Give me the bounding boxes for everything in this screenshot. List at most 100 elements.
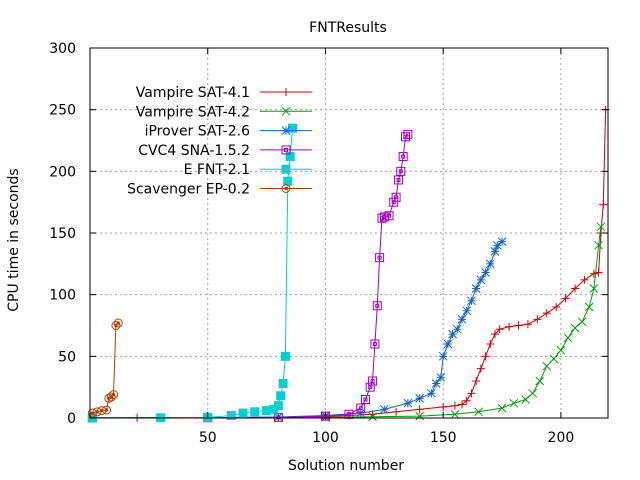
series-4 <box>87 129 413 423</box>
legend-item: E FNT-2.1 <box>184 162 312 178</box>
data-point <box>552 303 561 311</box>
data-point <box>391 192 401 202</box>
data-point <box>462 396 471 405</box>
data-point <box>556 345 566 355</box>
data-point <box>509 398 519 408</box>
data-point <box>476 275 486 285</box>
data-point <box>542 309 551 318</box>
data-point <box>485 259 495 269</box>
data-point <box>570 323 580 333</box>
x-tick-label: 50 <box>199 430 217 446</box>
data-point <box>436 372 446 382</box>
data-point <box>370 339 380 349</box>
data-point <box>360 395 370 404</box>
data-point <box>368 376 378 386</box>
data-point <box>535 376 545 386</box>
data-point <box>393 175 403 185</box>
data-point <box>542 361 552 371</box>
legend-marker <box>281 164 291 174</box>
x-axis-label: Solution number <box>288 458 404 474</box>
data-point <box>439 402 448 411</box>
data-point <box>379 405 389 414</box>
data-point <box>403 129 413 139</box>
data-point <box>471 284 481 293</box>
legend-marker <box>281 184 291 193</box>
series-line <box>92 241 503 419</box>
data-point <box>462 306 472 316</box>
data-point <box>283 176 293 186</box>
data-point <box>101 405 111 415</box>
data-point <box>375 253 385 263</box>
data-point <box>276 391 286 401</box>
y-tick-label: 250 <box>49 103 76 119</box>
data-point <box>467 389 476 398</box>
data-point <box>577 317 587 327</box>
data-point <box>589 269 598 278</box>
y-tick-label: 50 <box>58 349 76 365</box>
data-point <box>497 403 507 413</box>
data-point <box>280 351 290 361</box>
data-point <box>372 301 382 311</box>
legend-marker <box>281 126 291 135</box>
legend-label: Vampire SAT-4.2 <box>136 104 250 120</box>
data-point <box>448 329 457 339</box>
chart-title: FNTResults <box>309 20 387 36</box>
data-point <box>415 411 424 421</box>
data-point <box>467 296 476 306</box>
data-point <box>528 388 538 398</box>
data-point <box>356 403 366 413</box>
data-point <box>431 379 441 388</box>
data-point <box>278 378 288 388</box>
y-tick-label: 0 <box>67 411 76 427</box>
y-tick-label: 200 <box>49 164 76 180</box>
legend-item: CVC4 SNA-1.5.2 <box>138 143 312 159</box>
series-6 <box>87 318 123 418</box>
axis-ticks: 50 100 150 200 0 50 100 150 200 250 300 <box>49 41 608 446</box>
legend-marker <box>282 88 290 96</box>
legend-label: CVC4 SNA-1.5.2 <box>138 143 250 159</box>
data-point <box>584 302 594 312</box>
legend-marker <box>281 145 291 155</box>
data-point <box>486 340 495 348</box>
data-point <box>458 400 467 409</box>
data-point <box>113 318 123 328</box>
data-point <box>238 408 248 418</box>
legend-item: Vampire SAT-4.2 <box>136 104 312 120</box>
data-point <box>396 166 406 176</box>
data-point <box>505 322 514 331</box>
legend-marker <box>281 106 291 116</box>
data-point <box>273 412 283 422</box>
data-point <box>438 351 448 361</box>
data-point <box>368 412 377 422</box>
data-point <box>443 339 453 349</box>
data-point <box>533 315 542 324</box>
legend-label: Vampire SAT-4.1 <box>136 85 250 101</box>
data-point <box>580 275 589 284</box>
data-point <box>226 411 236 421</box>
legend-label: E FNT-2.1 <box>184 162 250 178</box>
legend-item: iProver SAT-2.6 <box>145 124 312 140</box>
y-axis-label: CPU time in seconds <box>6 168 22 311</box>
data-point <box>490 330 499 339</box>
series-line <box>92 133 409 419</box>
data-point <box>452 324 462 334</box>
data-point <box>492 240 502 250</box>
data-point <box>398 152 408 162</box>
legend-label: Scavenger EP-0.2 <box>127 182 250 198</box>
legend-item: Scavenger EP-0.2 <box>127 182 312 198</box>
data-point <box>596 222 606 232</box>
data-point <box>403 398 413 408</box>
data-point <box>250 407 260 417</box>
data-point <box>389 197 399 207</box>
y-tick-label: 300 <box>49 41 76 57</box>
data-point <box>599 200 608 209</box>
data-point <box>521 395 530 404</box>
data-point <box>514 321 523 330</box>
data-point <box>561 294 570 303</box>
x-tick-label: 150 <box>430 430 457 446</box>
data-point <box>497 237 507 246</box>
data-point <box>571 284 580 293</box>
data-point <box>594 240 603 250</box>
y-tick-label: 100 <box>49 288 76 304</box>
